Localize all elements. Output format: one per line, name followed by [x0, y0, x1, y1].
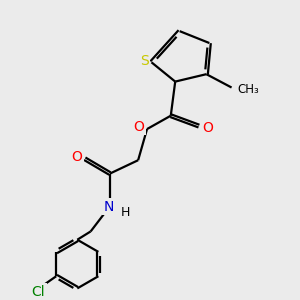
Text: H: H: [121, 206, 130, 219]
Text: O: O: [202, 121, 213, 135]
Text: Cl: Cl: [32, 285, 45, 299]
Text: O: O: [71, 150, 82, 164]
Text: O: O: [133, 120, 144, 134]
Text: N: N: [103, 200, 114, 214]
Text: S: S: [140, 54, 148, 68]
Text: CH₃: CH₃: [237, 82, 259, 95]
